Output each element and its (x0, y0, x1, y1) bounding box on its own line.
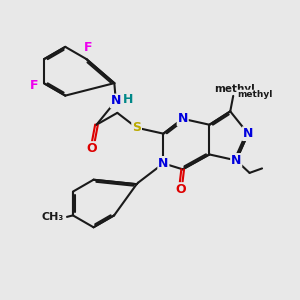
Text: O: O (175, 183, 186, 196)
Text: N: N (231, 154, 242, 167)
Text: methyl: methyl (237, 90, 272, 99)
Text: N: N (111, 94, 121, 107)
Text: CH₃: CH₃ (41, 212, 63, 222)
Text: H: H (123, 93, 134, 106)
Text: F: F (84, 41, 92, 54)
Text: N: N (243, 127, 253, 140)
Text: F: F (30, 79, 39, 92)
Text: N: N (158, 157, 169, 170)
Text: O: O (87, 142, 98, 155)
Text: N: N (178, 112, 188, 125)
Text: S: S (132, 121, 141, 134)
Text: methyl: methyl (214, 83, 255, 94)
